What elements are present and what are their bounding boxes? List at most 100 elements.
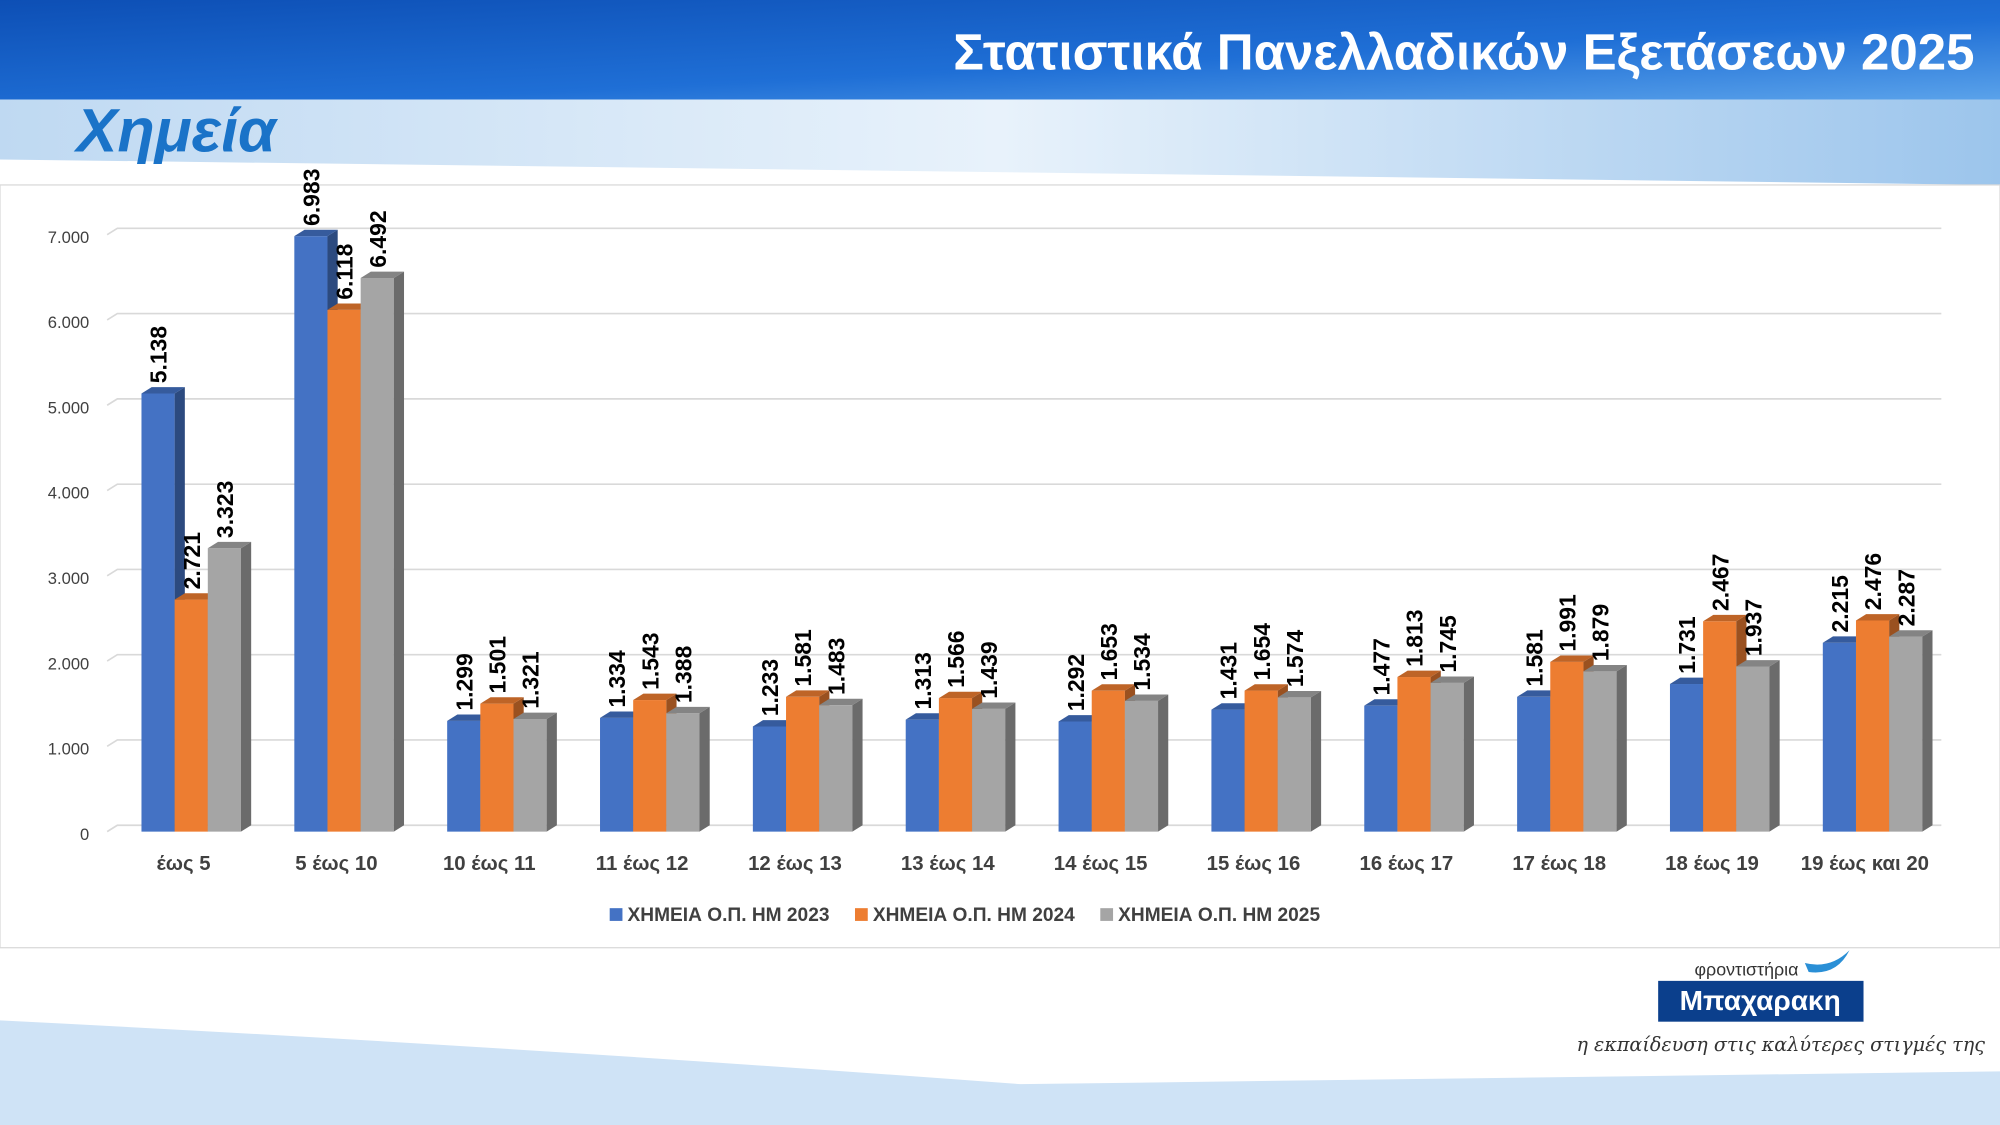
- value-label: 1.501: [485, 636, 511, 694]
- y-tick-label: 7.000: [48, 228, 89, 247]
- value-label: 2.467: [1707, 554, 1733, 611]
- bar-top: [938, 691, 983, 699]
- value-label: 1.299: [451, 653, 477, 710]
- bar-top: [633, 693, 677, 701]
- y-tick-label: 1.000: [48, 740, 89, 759]
- legend-swatch: [609, 908, 623, 921]
- bar: [1889, 630, 1933, 832]
- value-label: 2.215: [1827, 575, 1853, 633]
- y-tick-label: 6.000: [48, 313, 89, 332]
- bar-front: [1364, 705, 1398, 832]
- bar-front: [1517, 696, 1551, 832]
- value-label: 2.476: [1860, 553, 1886, 610]
- bar-side: [240, 541, 252, 832]
- bar-front: [819, 705, 853, 832]
- bar: [360, 271, 405, 832]
- value-label: 1.543: [637, 632, 663, 689]
- bar-front: [1669, 684, 1704, 832]
- bar-top: [1889, 630, 1933, 637]
- legend-swatch: [854, 908, 868, 921]
- bar-front: [1889, 636, 1923, 832]
- logo-top: φροντιστήρια: [1694, 959, 1798, 979]
- bar-front: [905, 719, 939, 832]
- grid-line: [106, 227, 1942, 236]
- value-label: 2.721: [179, 532, 205, 590]
- y-tick-label: 5.000: [48, 398, 89, 417]
- bar: [819, 698, 863, 832]
- bar-front: [1703, 621, 1737, 832]
- subject-title: Χημεία: [74, 96, 279, 164]
- grid-line: [106, 312, 1942, 321]
- footer-wave: [0, 1020, 2000, 1125]
- value-label: 1.879: [1588, 604, 1614, 661]
- value-label: 1.654: [1249, 623, 1275, 681]
- bar: [666, 706, 710, 832]
- value-label: 1.653: [1096, 623, 1122, 680]
- logo-tagline: η εκπαίδευση στις καλύτερες στιγμές της: [1577, 1033, 1986, 1056]
- bar-front: [600, 717, 634, 832]
- bar-top: [1855, 614, 1900, 621]
- bar-top: [819, 698, 863, 706]
- bar-front: [1550, 661, 1584, 832]
- logo-name: Μπαχαρακη: [1680, 985, 1841, 1016]
- bar-front: [480, 703, 514, 832]
- bar: [1124, 694, 1169, 832]
- bar: [972, 702, 1016, 832]
- value-label: 1.321: [518, 651, 544, 709]
- y-tick-label: 4.000: [48, 484, 89, 503]
- grid-line: [106, 483, 1942, 492]
- legend-label: ΧΗΜΕΙΑ Ο.Π. ΗΜ 2024: [873, 905, 1075, 926]
- x-tick-label: έως 5: [157, 853, 211, 875]
- bar-top: [786, 690, 830, 697]
- bar-top: [1550, 655, 1594, 662]
- bar-front: [513, 718, 547, 832]
- bar-side: [546, 712, 557, 832]
- bar-front: [1124, 700, 1159, 832]
- bar-side: [1005, 702, 1016, 832]
- bar-top: [1058, 715, 1102, 722]
- legend-label: ΧΗΜΕΙΑ Ο.Π. ΗΜ 2025: [1118, 905, 1320, 926]
- legend-swatch: [1100, 908, 1114, 921]
- x-tick-label: 14 έως 15: [1054, 853, 1148, 875]
- bar-front: [1736, 666, 1770, 832]
- bar-front: [666, 713, 700, 832]
- value-label: 1.477: [1368, 638, 1394, 695]
- bar-top: [1430, 676, 1474, 683]
- x-tick-label: 15 έως 16: [1207, 853, 1301, 875]
- bar-side: [699, 706, 710, 832]
- bar-top: [1244, 684, 1288, 691]
- bar-top: [480, 697, 524, 704]
- bar-top: [1703, 614, 1747, 622]
- bar-front: [1430, 682, 1464, 832]
- y-tick-label: 0: [80, 825, 89, 844]
- header-wave: [0, 99, 2000, 185]
- x-tick-label: 13 έως 14: [901, 853, 995, 875]
- x-tick-label: 12 έως 13: [748, 853, 842, 875]
- value-label: 3.323: [212, 481, 238, 538]
- bar-front: [1277, 697, 1311, 832]
- bar-side: [1310, 691, 1322, 832]
- bar-front: [447, 720, 481, 832]
- bar: [1430, 676, 1474, 832]
- bar-top: [1211, 703, 1255, 710]
- bar-top: [1583, 665, 1627, 672]
- y-tick-label: 3.000: [48, 569, 89, 588]
- value-label: 1.574: [1282, 630, 1308, 688]
- bar-front: [1822, 642, 1856, 832]
- logo-box: [1658, 980, 1864, 1022]
- bar-front: [633, 700, 667, 832]
- y-tick-label: 2.000: [48, 654, 89, 673]
- grid-line: [106, 824, 1942, 833]
- x-tick-label: 17 έως 18: [1512, 853, 1606, 875]
- bar-top: [1517, 690, 1561, 697]
- value-label: 1.991: [1554, 594, 1580, 652]
- bar-front: [207, 548, 241, 832]
- bar-front: [1091, 690, 1125, 832]
- bar-top: [174, 593, 219, 600]
- legend-label: ΧΗΜΕΙΑ Ο.Π. ΗΜ 2023: [628, 905, 830, 926]
- value-label: 6.118: [332, 243, 358, 299]
- value-label: 1.439: [976, 641, 1002, 698]
- bar: [207, 541, 252, 832]
- value-label: 1.233: [757, 659, 783, 716]
